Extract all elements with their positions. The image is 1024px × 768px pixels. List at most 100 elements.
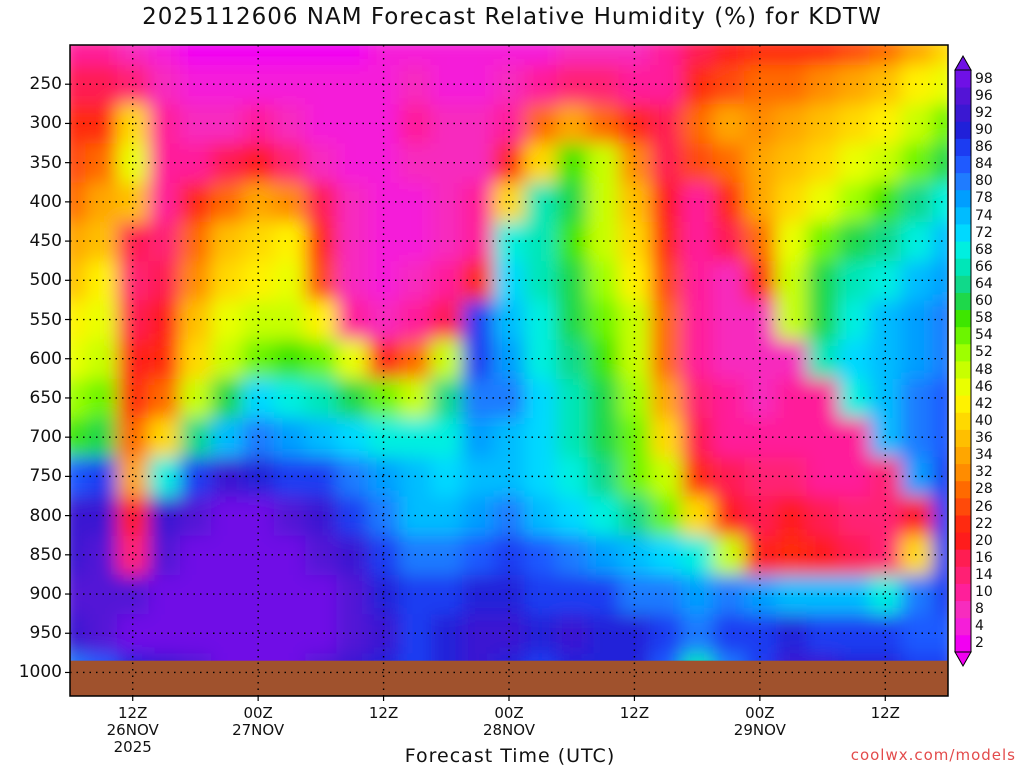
heatmap-cell [900,143,933,183]
heatmap-cell [179,182,212,222]
heatmap-cell [430,535,463,575]
heatmap-cell [900,456,933,497]
heatmap-cell [712,260,745,301]
y-tick-label: 400 [29,191,62,212]
colorbar-label: 86 [975,139,993,156]
heatmap-cell [775,299,808,340]
heatmap-cell [650,182,682,222]
colorbar-swatch [955,480,971,499]
heatmap-cell [70,45,87,66]
y-tick-label: 600 [29,348,62,369]
colorbar-swatch [955,600,971,619]
heatmap-cells [70,45,948,696]
colorbar-bottom-arrow [954,651,972,668]
heatmap-cell [618,339,651,379]
heatmap-cell [493,535,526,575]
heatmap-cell [367,299,400,340]
heatmap-cell [305,45,338,66]
heatmap-cell [650,613,682,654]
heatmap-cell [305,574,338,615]
colorbar-label: 2 [975,635,984,652]
colorbar-swatch [955,121,971,139]
heatmap-cell [117,417,149,458]
heatmap-cell [70,417,87,458]
heatmap-cell [932,613,948,654]
heatmap-cell [838,456,871,497]
heatmap-cell [70,339,87,379]
x-tick-label: 00Z 27NOV [232,704,285,739]
heatmap-cell [932,339,948,379]
colorbar-swatch [955,361,971,379]
heatmap-cell [838,378,871,419]
heatmap-cell [618,535,651,575]
heatmap-cell [493,495,526,536]
heatmap-cell [650,64,682,105]
heatmap-cell [305,378,338,419]
heatmap-cell [211,45,243,66]
colorbar-swatch [955,275,971,293]
heatmap-cell [70,378,87,419]
heatmap-cell [932,182,948,222]
colorbar [954,54,972,668]
heatmap-cell [712,339,745,379]
heatmap-cell [336,45,369,66]
colorbar-swatch [955,343,971,362]
heatmap-cell [681,143,714,183]
heatmap-cell [932,535,948,575]
site-credit[interactable]: coolwx.com/models [850,746,1016,764]
colorbar-swatch [955,515,971,533]
heatmap-cell [681,103,714,144]
heatmap-cell [430,260,463,301]
colorbar-label: 40 [975,412,993,429]
colorbar-swatch [955,412,971,430]
heatmap-cell [775,103,808,144]
colorbar-label: 34 [975,447,993,464]
heatmap-cell [367,535,400,575]
colorbar-label: 46 [975,378,993,395]
heatmap-cell [900,103,933,144]
heatmap-cell [117,45,149,66]
heatmap-cell [430,221,463,262]
heatmap-cell [775,613,808,654]
heatmap-cell [117,613,149,654]
colorbar-swatch [955,206,971,225]
y-tick-label: 750 [29,466,62,487]
heatmap-cell [775,535,808,575]
heatmap-cell [775,221,808,262]
colorbar-swatch [955,138,971,156]
heatmap-cell [273,45,306,66]
heatmap-cell [775,260,808,301]
colorbar-swatch [955,549,971,567]
y-tick-label: 800 [29,505,62,526]
heatmap-cell [932,64,948,105]
heatmap-cell [618,613,651,654]
heatmap-cell [179,378,212,419]
heatmap-cell [430,417,463,458]
heatmap-cell [900,339,933,379]
heatmap-cell [712,456,745,497]
heatmap-cell [117,535,149,575]
colorbar-swatch [955,429,971,447]
heatmap-cell [932,574,948,615]
colorbar-swatch [955,70,971,88]
heatmap-cell [681,45,714,66]
heatmap-cell [70,103,87,144]
heatmap-cell [712,495,745,536]
colorbar-label: 80 [975,173,993,190]
heatmap-cell [430,64,463,105]
heatmap-cell [838,45,871,66]
heatmap-cell [618,574,651,615]
heatmap-cell [179,613,212,654]
heatmap-cell [775,417,808,458]
ground-surface [70,660,948,696]
colorbar-label: 74 [975,207,993,224]
heatmap-cell [305,613,338,654]
heatmap-cell [430,456,463,497]
heatmap-cell [650,456,682,497]
heatmap-cell [367,378,400,419]
heatmap-cell [838,260,871,301]
heatmap-cell [775,378,808,419]
colorbar-label: 92 [975,104,993,121]
heatmap-cell [556,45,588,66]
heatmap-cell [305,103,338,144]
